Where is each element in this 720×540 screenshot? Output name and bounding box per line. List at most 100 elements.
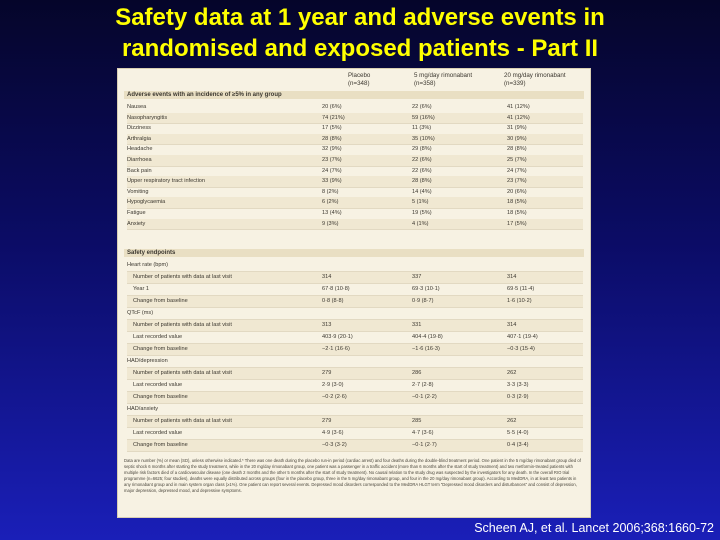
row-value: 28 (8%) bbox=[322, 135, 342, 142]
table-row: Last recorded value 2·9 (3·0) 2·7 (2·8) 3·3… bbox=[127, 380, 583, 392]
slide-title-line1: Safety data at 1 year and adverse events… bbox=[115, 4, 605, 31]
row-value: 20 (6%) bbox=[507, 188, 527, 195]
row-value: 6 (2%) bbox=[322, 199, 339, 206]
table-row: Diarrhoea 23 (7%) 22 (6%) 25 (7%) bbox=[127, 155, 583, 167]
row-value: 22 (6%) bbox=[412, 104, 432, 110]
row-value: 2·7 (2·8) bbox=[412, 382, 434, 388]
table-row: Upper respiratory tract infection 33 (9%)… bbox=[127, 176, 583, 188]
table-row: Change from baseline −2·1 (16·6) −1·6 (16·… bbox=[127, 344, 583, 356]
row-value: 3·3 (3·3) bbox=[507, 382, 529, 388]
row-value: 30 (9%) bbox=[507, 135, 527, 142]
row-value: 29 (8%) bbox=[412, 146, 432, 153]
row-value: 24 (7%) bbox=[507, 167, 527, 174]
row-value: −0·2 (2·6) bbox=[322, 394, 347, 400]
row-label: Number of patients with data at last vis… bbox=[133, 274, 232, 280]
row-value: 337 bbox=[412, 274, 422, 280]
row-value: −2·1 (16·6) bbox=[322, 346, 350, 352]
row-value: 59 (16%) bbox=[412, 114, 435, 121]
row-label: Last recorded value bbox=[133, 334, 183, 340]
row-value: 28 (8%) bbox=[507, 146, 527, 153]
row-label: Change from baseline bbox=[133, 442, 188, 448]
table-row: Number of patients with data at last vis… bbox=[127, 272, 583, 284]
row-label: Heart rate (bpm) bbox=[127, 262, 169, 268]
column-header-5mg: 5 mg/day rimonabant (n=358) bbox=[414, 72, 472, 88]
row-value: 74 (21%) bbox=[322, 114, 345, 121]
row-value: −1·6 (16·3) bbox=[412, 346, 440, 352]
row-value: 285 bbox=[412, 418, 422, 424]
row-value: 69·3 (10·1) bbox=[412, 286, 440, 292]
table-row: Change from baseline 0·8 (8·8) 0·9 (8·7) 1·… bbox=[127, 296, 583, 308]
row-label: Upper respiratory tract infection bbox=[127, 178, 206, 185]
row-value: 25 (7%) bbox=[507, 157, 527, 163]
column-header-20mg: 20 mg/day rimonabant (n=339) bbox=[504, 72, 566, 88]
row-value: 262 bbox=[507, 418, 517, 424]
row-value: −0·1 (2·2) bbox=[412, 394, 437, 400]
row-value: 17 (5%) bbox=[507, 220, 527, 227]
column-header-n: (n=358) bbox=[414, 80, 436, 87]
column-header-n: (n=339) bbox=[504, 80, 526, 87]
row-value: 13 (4%) bbox=[322, 210, 342, 216]
row-value: 11 (3%) bbox=[412, 125, 432, 132]
row-value: 4·7 (3·6) bbox=[412, 430, 434, 436]
row-value: 41 (12%) bbox=[507, 104, 530, 110]
table-row: Change from baseline −0·2 (2·6) −0·1 (2·2)… bbox=[127, 392, 583, 404]
row-value: 19 (5%) bbox=[412, 210, 432, 216]
row-value: 407·1 (19·4) bbox=[507, 334, 538, 340]
row-label: Fatigue bbox=[127, 210, 146, 216]
row-value: 31 (9%) bbox=[507, 125, 527, 132]
column-header-name: 5 mg/day rimonabant bbox=[414, 72, 473, 79]
row-label: Hypoglycaemia bbox=[127, 199, 166, 206]
safety-table: Placebo (n=348) 5 mg/day rimonabant (n=3… bbox=[118, 69, 590, 517]
table-row: Number of patients with data at last vis… bbox=[127, 368, 583, 380]
row-label: Arthralgia bbox=[127, 135, 151, 142]
table-row: Number of patients with data at last vis… bbox=[127, 416, 583, 428]
row-value: 24 (7%) bbox=[322, 167, 342, 174]
row-label: HAD/depression bbox=[127, 358, 168, 364]
row-value: 2·9 (3·0) bbox=[322, 382, 344, 388]
row-value: 404·4 (19·8) bbox=[412, 334, 443, 340]
row-value: −0·1 (2·7) bbox=[412, 442, 437, 448]
row-value: 8 (2%) bbox=[322, 188, 339, 195]
row-value: 69·5 (11·4) bbox=[507, 286, 535, 292]
row-value: −0·3 (3·2) bbox=[322, 442, 347, 448]
row-label: Anxiety bbox=[127, 220, 146, 227]
table-row: Hypoglycaemia 6 (2%) 5 (1%) 18 (5%) bbox=[127, 197, 583, 209]
slide-title-line2: randomised and exposed patients - Part I… bbox=[121, 35, 599, 62]
row-label: Change from baseline bbox=[133, 346, 188, 352]
row-label: Nausea bbox=[127, 104, 147, 110]
row-label: Change from baseline bbox=[133, 298, 188, 304]
row-value: 33 (9%) bbox=[322, 178, 342, 185]
row-value: 314 bbox=[322, 274, 332, 280]
row-label: Dizziness bbox=[127, 125, 151, 132]
row-value: 23 (7%) bbox=[322, 157, 342, 163]
row-value: 14 (4%) bbox=[412, 188, 432, 195]
row-value: 403·9 (20·1) bbox=[322, 334, 353, 340]
row-value: 0·9 (8·7) bbox=[412, 298, 434, 304]
table-row: QTcF (ms) bbox=[127, 308, 583, 320]
row-label: Back pain bbox=[127, 167, 152, 174]
column-header-n: (n=348) bbox=[348, 80, 370, 87]
table-row: Anxiety 9 (3%) 4 (1%) 17 (5%) bbox=[127, 218, 583, 231]
table-row: Nasopharyngitis 74 (21%) 59 (16%) 41 (12%) bbox=[127, 112, 583, 125]
table-row: Change from baseline −0·3 (3·2) −0·1 (2·7)… bbox=[127, 440, 583, 452]
table-row: HAD/depression bbox=[127, 356, 583, 368]
row-value: 4 (1%) bbox=[412, 220, 429, 227]
row-value: 18 (5%) bbox=[507, 210, 527, 216]
row-value: 41 (12%) bbox=[507, 114, 530, 121]
row-label: HAD/anxiety bbox=[127, 406, 159, 412]
row-value: 262 bbox=[507, 370, 517, 376]
row-value: 23 (7%) bbox=[507, 178, 527, 185]
slide-title: Safety data at 1 year and adverse events… bbox=[0, 2, 720, 64]
table-row: HAD/anxiety bbox=[127, 404, 583, 416]
row-value: 314 bbox=[507, 322, 517, 328]
table-row: Year 1 67·8 (10·8) 69·3 (10·1) 69·5 (11·4) bbox=[127, 284, 583, 296]
row-value: 286 bbox=[412, 370, 422, 376]
row-value: 67·8 (10·8) bbox=[322, 286, 350, 292]
row-value: 0·3 (2·9) bbox=[507, 394, 529, 400]
table-row: Heart rate (bpm) bbox=[127, 260, 583, 272]
table-row: Last recorded value 403·9 (20·1) 404·4 (19… bbox=[127, 332, 583, 344]
row-value: 20 (6%) bbox=[322, 104, 342, 110]
row-value: 22 (6%) bbox=[412, 167, 432, 174]
row-value: 279 bbox=[322, 418, 332, 424]
table-row: Last recorded value 4·9 (3·6) 4·7 (3·6) 5·5… bbox=[127, 428, 583, 440]
